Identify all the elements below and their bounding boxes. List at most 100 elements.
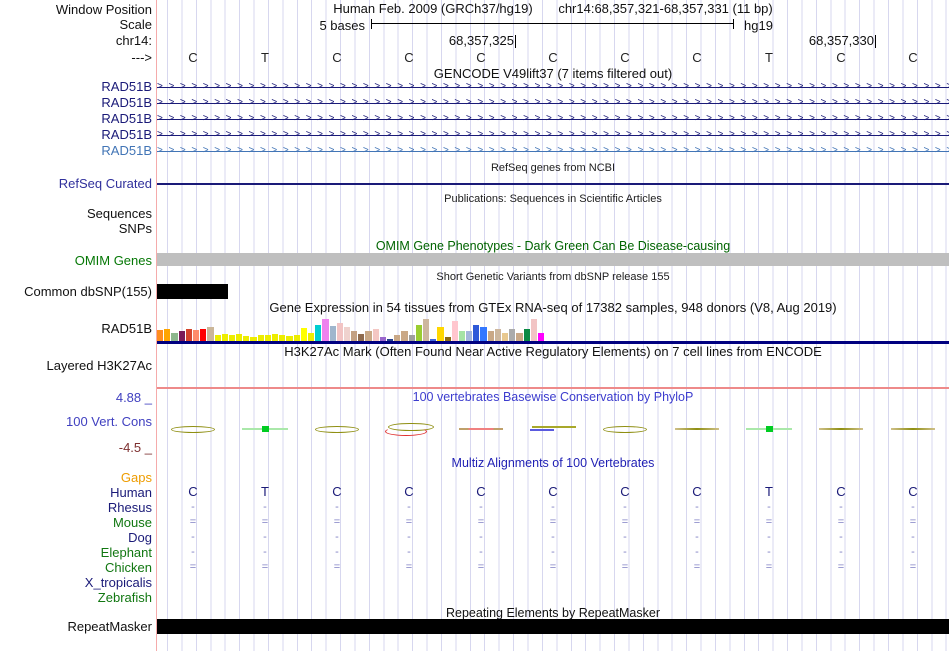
gtex-tissue-bar[interactable]: [279, 335, 286, 341]
gene-transcript-row[interactable]: >>>>>>>>>>>>>>>>>>>>>>>>>>>>>>>>>>>>>>>>…: [157, 113, 949, 125]
gtex-tissue-bar[interactable]: [365, 331, 372, 341]
conservation-glyph-line-red[interactable]: [445, 420, 517, 438]
conservation-glyph-line[interactable]: [805, 420, 877, 438]
refseq-title[interactable]: RefSeq genes from NCBI: [490, 162, 616, 174]
gtex-tissue-bar[interactable]: [157, 330, 164, 341]
sequences-label[interactable]: Sequences: [86, 206, 152, 221]
gtex-gene-label[interactable]: RAD51B: [101, 321, 152, 336]
conservation-glyph-ellipse[interactable]: [589, 420, 661, 438]
repeatmasker-title[interactable]: Repeating Elements by RepeatMasker: [445, 606, 660, 620]
gene-label-RAD51B[interactable]: RAD51B: [101, 95, 152, 110]
conservation-glyph-green[interactable]: [733, 420, 805, 438]
gtex-tissue-bar[interactable]: [307, 333, 315, 341]
gtex-tissue-bar[interactable]: [207, 327, 214, 341]
gene-label-RAD51B[interactable]: RAD51B: [101, 127, 152, 142]
gtex-tissue-bar[interactable]: [286, 336, 293, 341]
gtex-tissue-bar[interactable]: [451, 321, 458, 341]
conservation-title[interactable]: 100 vertebrates Basewise Conservation by…: [412, 390, 694, 404]
gtex-tissue-bar[interactable]: [473, 325, 480, 341]
gtex-tissue-bar[interactable]: [387, 339, 394, 341]
h3k27ac-title[interactable]: H3K27Ac Mark (Often Found Near Active Re…: [284, 344, 822, 359]
gtex-tissue-bar[interactable]: [171, 333, 178, 341]
gtex-tissue-bar[interactable]: [329, 326, 336, 341]
gtex-tissue-bar[interactable]: [185, 329, 192, 341]
gtex-tissue-bar[interactable]: [243, 336, 250, 341]
conservation-glyph-ellipse[interactable]: [301, 420, 373, 438]
gtex-tissue-bar[interactable]: [408, 335, 415, 341]
gtex-tissue-bar[interactable]: [415, 325, 422, 341]
gtex-tissue-bar[interactable]: [200, 329, 207, 341]
alignment-row-Chicken[interactable]: = = = = = = = = = = =: [157, 561, 949, 574]
species-label-Human[interactable]: Human: [110, 485, 152, 500]
gtex-tissue-bar[interactable]: [422, 319, 430, 341]
gtex-tissue-bar[interactable]: [430, 339, 437, 341]
gene-transcript-row[interactable]: >>>>>>>>>>>>>>>>>>>>>>>>>>>>>>>>>>>>>>>>…: [157, 145, 949, 157]
gtex-tissue-bar[interactable]: [394, 335, 401, 341]
omim-title[interactable]: OMIM Gene Phenotypes - Dark Green Can Be…: [375, 239, 731, 253]
refseq-curated-label[interactable]: RefSeq Curated: [58, 176, 152, 191]
gene-transcript-row[interactable]: >>>>>>>>>>>>>>>>>>>>>>>>>>>>>>>>>>>>>>>>…: [157, 97, 949, 109]
gtex-tissue-bar[interactable]: [228, 335, 236, 341]
gtex-tissue-bar[interactable]: [293, 335, 300, 341]
species-label-Dog[interactable]: Dog: [128, 530, 152, 545]
species-label-Elephant[interactable]: Elephant: [100, 545, 152, 560]
gtex-tissue-bar[interactable]: [466, 331, 473, 341]
gtex-tissue-bar[interactable]: [164, 329, 171, 341]
alignment-row-Elephant[interactable]: -----------: [157, 546, 949, 559]
gtex-tissue-bar[interactable]: [250, 337, 257, 341]
gtex-tissue-bar[interactable]: [322, 319, 329, 341]
gene-transcript-row[interactable]: >>>>>>>>>>>>>>>>>>>>>>>>>>>>>>>>>>>>>>>>…: [157, 81, 949, 93]
gtex-tissue-bar[interactable]: [458, 331, 466, 341]
repeatmasker-label[interactable]: RepeatMasker: [67, 619, 152, 634]
conservation-track-label[interactable]: 100 Vert. Cons: [66, 414, 152, 429]
dbsnp-variant-bar[interactable]: [157, 284, 228, 299]
gtex-tissue-bar[interactable]: [315, 325, 322, 341]
gene-label-RAD51B[interactable]: RAD51B: [101, 143, 152, 158]
gtex-tissue-bar[interactable]: [300, 328, 307, 341]
omim-gene-bar[interactable]: [157, 253, 949, 266]
gene-transcript-row[interactable]: >>>>>>>>>>>>>>>>>>>>>>>>>>>>>>>>>>>>>>>>…: [157, 129, 949, 141]
conservation-glyph-green[interactable]: [229, 420, 301, 438]
species-label-Mouse[interactable]: Mouse: [112, 515, 152, 530]
gtex-tissue-bar[interactable]: [530, 319, 537, 341]
conservation-glyph-line-blue[interactable]: [517, 420, 589, 438]
alignment-row-Rhesus[interactable]: -----------: [157, 501, 949, 514]
gtex-tissue-bar[interactable]: [480, 327, 487, 341]
conservation-glyph-ellipse-red[interactable]: [373, 420, 445, 438]
gtex-tissue-bar[interactable]: [351, 331, 358, 341]
multiz-title[interactable]: Multiz Alignments of 100 Vertebrates: [451, 456, 655, 470]
gtex-tissue-bar[interactable]: [178, 331, 185, 341]
species-label-Gaps[interactable]: Gaps: [120, 470, 152, 485]
species-label-Rhesus[interactable]: Rhesus: [107, 500, 152, 515]
conservation-wiggle[interactable]: [157, 420, 949, 438]
gtex-tissue-bar[interactable]: [379, 337, 386, 341]
gtex-tissue-bar[interactable]: [523, 329, 530, 341]
gtex-tissue-bar[interactable]: [264, 335, 271, 341]
alignment-row-Dog[interactable]: -----------: [157, 531, 949, 544]
h3k27ac-label[interactable]: Layered H3K27Ac: [46, 358, 152, 373]
refseq-gene-line[interactable]: [157, 183, 949, 185]
gtex-tissue-bar[interactable]: [214, 335, 221, 341]
species-label-X_tropicalis[interactable]: X_tropicalis: [84, 575, 152, 590]
conservation-glyph-ellipse[interactable]: [157, 420, 229, 438]
alignment-row-Mouse[interactable]: = = = = = = = = = = =: [157, 516, 949, 529]
species-label-Chicken[interactable]: Chicken: [105, 560, 152, 575]
gtex-tissue-bar[interactable]: [437, 327, 444, 341]
gtex-tissue-bar[interactable]: [537, 333, 545, 341]
gtex-tissue-bar[interactable]: [192, 330, 200, 341]
gtex-tissue-bar[interactable]: [257, 335, 264, 341]
gtex-tissue-bar[interactable]: [494, 329, 501, 341]
conservation-glyph-line[interactable]: [877, 420, 949, 438]
gtex-tissue-bar[interactable]: [336, 323, 343, 341]
gtex-tissue-bar[interactable]: [272, 334, 279, 341]
gtex-tissue-bar[interactable]: [502, 333, 509, 341]
species-label-Zebrafish[interactable]: Zebrafish: [97, 590, 152, 605]
snps-label[interactable]: SNPs: [118, 221, 152, 236]
publications-title[interactable]: Publications: Sequences in Scientific Ar…: [444, 193, 662, 205]
gtex-tissue-bar[interactable]: [358, 334, 365, 341]
gtex-tissue-bar[interactable]: [372, 329, 379, 341]
gtex-tissue-bar[interactable]: [487, 331, 494, 341]
conservation-glyph-line[interactable]: [661, 420, 733, 438]
gencode-title[interactable]: GENCODE V49lift37 (7 items filtered out): [433, 66, 673, 81]
